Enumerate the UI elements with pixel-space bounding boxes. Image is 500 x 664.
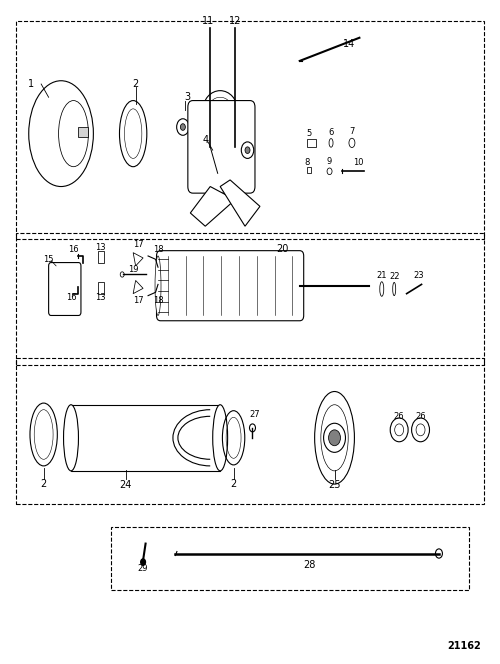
- Ellipse shape: [242, 142, 254, 159]
- Text: 3: 3: [185, 92, 191, 102]
- Text: 18: 18: [152, 245, 164, 254]
- Circle shape: [328, 430, 340, 446]
- Bar: [306, 167, 311, 173]
- FancyBboxPatch shape: [78, 127, 88, 137]
- Text: 9: 9: [327, 157, 332, 166]
- Circle shape: [436, 549, 442, 558]
- Text: 17: 17: [133, 295, 143, 305]
- Bar: [98, 251, 104, 262]
- Text: 2: 2: [40, 479, 47, 489]
- Ellipse shape: [212, 405, 228, 471]
- Text: 26: 26: [394, 412, 404, 421]
- Text: 20: 20: [276, 244, 288, 254]
- Bar: [71, 405, 220, 471]
- Bar: [16, 233, 483, 365]
- Ellipse shape: [155, 256, 161, 315]
- Text: 29: 29: [138, 564, 148, 573]
- FancyBboxPatch shape: [156, 251, 304, 321]
- Text: 21: 21: [376, 272, 387, 280]
- FancyBboxPatch shape: [188, 100, 255, 193]
- Text: 13: 13: [96, 293, 106, 302]
- Circle shape: [140, 559, 145, 566]
- Text: 10: 10: [353, 157, 364, 167]
- Text: 27: 27: [250, 410, 260, 419]
- Text: 21162: 21162: [448, 641, 481, 651]
- Text: 22: 22: [389, 272, 400, 281]
- Text: 16: 16: [66, 293, 76, 302]
- Text: 8: 8: [304, 157, 310, 167]
- Ellipse shape: [245, 147, 250, 153]
- Text: 14: 14: [344, 39, 355, 49]
- Text: 16: 16: [68, 245, 79, 254]
- Text: 13: 13: [96, 243, 106, 252]
- Text: 19: 19: [128, 265, 138, 274]
- Text: 17: 17: [133, 240, 143, 249]
- Text: 1: 1: [28, 79, 34, 89]
- Text: 28: 28: [304, 560, 316, 570]
- Text: 2: 2: [132, 79, 139, 89]
- Text: 4: 4: [202, 135, 208, 145]
- Text: 5: 5: [306, 129, 312, 138]
- Polygon shape: [220, 180, 260, 226]
- Bar: [16, 21, 483, 240]
- Text: 11: 11: [202, 16, 214, 26]
- Ellipse shape: [64, 405, 78, 471]
- Text: 6: 6: [328, 127, 334, 137]
- Ellipse shape: [28, 81, 94, 187]
- FancyBboxPatch shape: [48, 262, 81, 315]
- Text: 15: 15: [44, 255, 54, 264]
- Bar: [307, 139, 316, 147]
- Ellipse shape: [314, 392, 354, 484]
- Ellipse shape: [180, 124, 186, 130]
- Text: 12: 12: [229, 16, 241, 26]
- Bar: [98, 282, 104, 293]
- Bar: [111, 527, 469, 590]
- Text: 25: 25: [328, 480, 341, 491]
- Text: 26: 26: [415, 412, 426, 421]
- Text: 7: 7: [349, 127, 354, 136]
- Text: 18: 18: [152, 295, 164, 305]
- Circle shape: [324, 423, 345, 452]
- Ellipse shape: [203, 91, 237, 130]
- Polygon shape: [190, 187, 235, 226]
- Text: 23: 23: [414, 272, 424, 280]
- Bar: [16, 359, 483, 504]
- Text: 2: 2: [230, 479, 236, 489]
- Text: 24: 24: [120, 480, 132, 491]
